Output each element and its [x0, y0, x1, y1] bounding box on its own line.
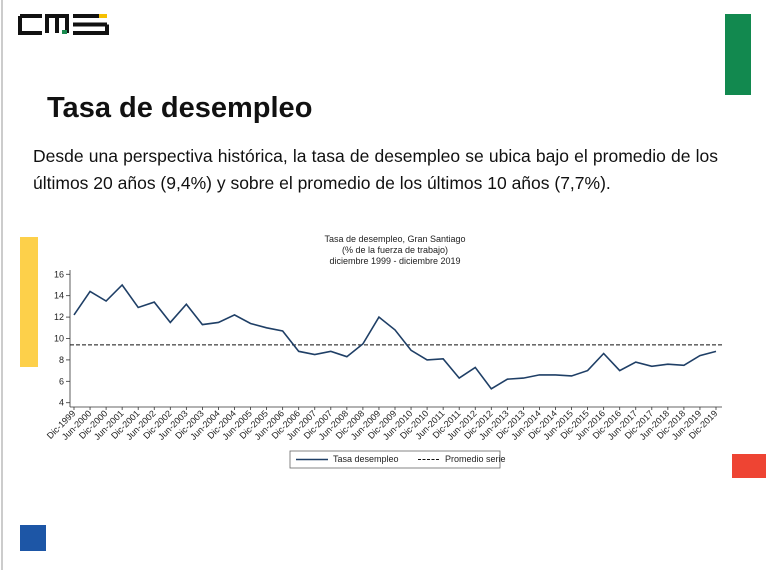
chart-subtitle: diciembre 1999 - diciembre 2019 [329, 256, 460, 266]
y-tick-label: 10 [54, 334, 64, 344]
y-tick-label: 6 [59, 376, 64, 386]
chart-title: Tasa de desempleo, Gran Santiago [324, 234, 465, 244]
legend-label: Promedio serie [445, 454, 506, 464]
yellow-bar [20, 237, 38, 367]
y-tick-label: 4 [59, 398, 64, 408]
y-tick-label: 14 [54, 291, 64, 301]
blue-square [20, 525, 46, 551]
body-text: Desde una perspectiva histórica, la tasa… [33, 146, 718, 193]
legend-label: Tasa desempleo [333, 454, 399, 464]
slide-title: Tasa de desempleo [47, 92, 313, 124]
red-square [732, 454, 766, 478]
y-tick-label: 8 [59, 355, 64, 365]
y-tick-label: 12 [54, 312, 64, 322]
logo [18, 14, 109, 35]
green-bar [725, 14, 751, 95]
y-tick-label: 16 [54, 269, 64, 279]
data-line [73, 283, 717, 390]
legend-box [289, 450, 501, 469]
chart-subtitle: (% de la fuerza de trabajo) [342, 245, 448, 255]
